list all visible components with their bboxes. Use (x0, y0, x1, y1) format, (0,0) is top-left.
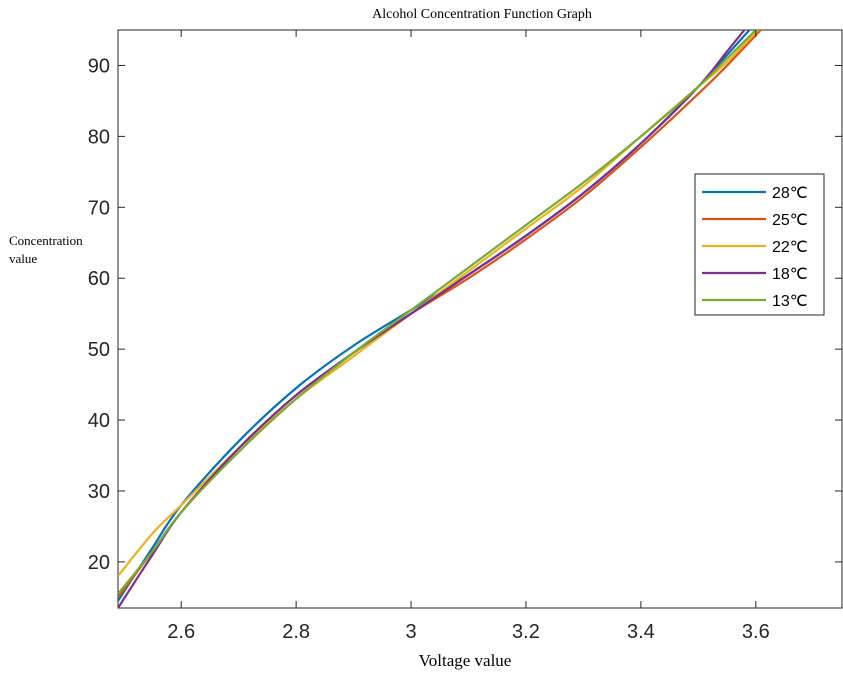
series-line-4 (118, 30, 757, 595)
plot-area: 2.6 2.8 3 3.2 3.4 3.6 20 30 40 50 60 70 80 90 (88, 29, 843, 643)
legend-label: 22℃ (772, 239, 808, 256)
x-axis-label: Voltage value (419, 651, 512, 670)
x-tick-label: 3 (405, 621, 416, 643)
x-tick-label: 3.6 (742, 621, 770, 643)
y-tick-label: 80 (88, 126, 110, 148)
legend-label: 13℃ (772, 293, 808, 310)
x-axis-ticks: 2.6 2.8 3 3.2 3.4 3.6 (167, 30, 770, 643)
y-tick-label: 30 (88, 481, 110, 503)
y-axis-label-line-2: value (9, 251, 37, 266)
legend-label: 25℃ (772, 212, 808, 229)
series-lines (118, 30, 763, 608)
y-tick-label: 70 (88, 197, 110, 219)
y-tick-label: 60 (88, 268, 110, 290)
chart-title: Alcohol Concentration Function Graph (372, 7, 592, 22)
legend-label: 28℃ (772, 185, 808, 202)
x-tick-label: 2.8 (282, 621, 310, 643)
legend: 28℃ 25℃ 22℃ 18℃ 13℃ (694, 173, 825, 316)
y-axis-label-line-1: Concentration (9, 233, 83, 248)
y-tick-label: 40 (88, 410, 110, 432)
x-tick-label: 3.4 (627, 621, 655, 643)
y-axis-ticks: 20 30 40 50 60 70 80 90 (88, 55, 842, 574)
axes-box (117, 29, 843, 609)
y-tick-label: 20 (88, 552, 110, 574)
y-tick-label: 90 (88, 55, 110, 77)
y-tick-label: 50 (88, 339, 110, 361)
legend-box (694, 173, 825, 316)
legend-label: 18℃ (772, 266, 808, 283)
x-tick-label: 2.6 (167, 621, 195, 643)
x-tick-label: 3.2 (512, 621, 540, 643)
